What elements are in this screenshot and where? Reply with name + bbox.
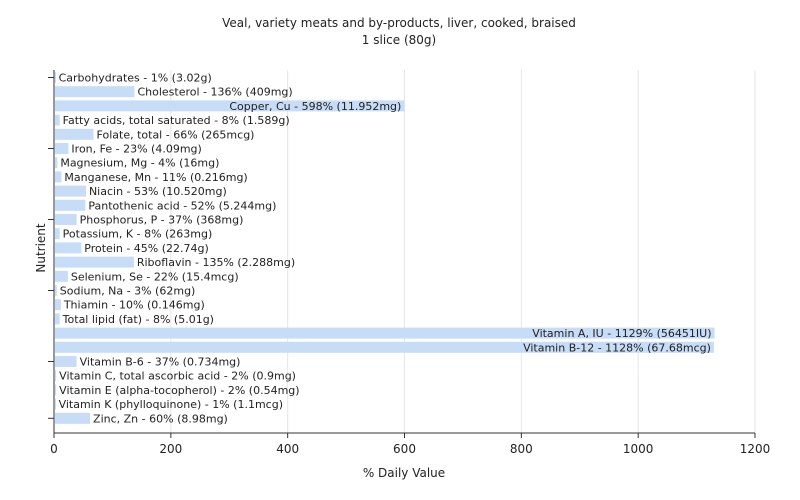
bar bbox=[55, 341, 714, 353]
bar-label: Thiamin - 10% (0.146mg) bbox=[63, 299, 205, 312]
bar bbox=[55, 171, 62, 183]
bar bbox=[55, 199, 86, 211]
bar bbox=[55, 128, 94, 140]
bar-label: Copper, Cu - 598% (11.952mg) bbox=[229, 100, 401, 113]
bar-label: Iron, Fe - 23% (4.09mg) bbox=[71, 143, 201, 156]
chart-subtitle: 1 slice (80g) bbox=[362, 33, 436, 47]
x-tick-label-600: 600 bbox=[393, 442, 416, 456]
bar-labels: Carbohydrates - 1% (3.02g)Cholesterol - … bbox=[59, 72, 712, 426]
bar-label: Cholesterol - 136% (409mg) bbox=[137, 86, 292, 99]
bar bbox=[55, 313, 60, 325]
bar bbox=[55, 299, 61, 311]
bar-label: Protein - 45% (22.74g) bbox=[84, 242, 209, 255]
bar bbox=[55, 256, 134, 268]
x-tick-label-400: 400 bbox=[276, 442, 299, 456]
bar-label: Vitamin A, IU - 1129% (56451IU) bbox=[532, 327, 711, 340]
x-tick-label-800: 800 bbox=[510, 442, 533, 456]
x-tick-label-0: 0 bbox=[50, 442, 58, 456]
x-tick-label-200: 200 bbox=[159, 442, 182, 456]
bar bbox=[55, 72, 56, 83]
bar-label: Phosphorus, P - 37% (368mg) bbox=[80, 214, 244, 227]
bar bbox=[55, 100, 405, 112]
y-axis-ticks bbox=[48, 77, 54, 419]
bar-label: Vitamin B-12 - 1128% (67.68mcg) bbox=[523, 341, 711, 354]
x-axis-label: % Daily Value bbox=[363, 466, 445, 480]
y-axis-label: Nutrient bbox=[34, 223, 48, 273]
bar-label: Vitamin C, total ascorbic acid - 2% (0.9… bbox=[59, 370, 296, 383]
x-tick-label-1200: 1200 bbox=[740, 442, 771, 456]
bar bbox=[55, 370, 57, 382]
bar-label: Magnesium, Mg - 4% (16mg) bbox=[60, 157, 219, 170]
bar bbox=[55, 143, 69, 154]
x-tick-label-1000: 1000 bbox=[623, 442, 654, 456]
bar-label: Vitamin E (alpha-tocopherol) - 2% (0.54m… bbox=[59, 384, 299, 397]
bar-label: Pantothenic acid - 52% (5.244mg) bbox=[88, 199, 276, 212]
bar-label: Vitamin K (phylloquinone) - 1% (1.1mcg) bbox=[59, 398, 283, 411]
bar-label: Folate, total - 66% (265mcg) bbox=[97, 128, 255, 141]
bar bbox=[55, 327, 715, 339]
bar bbox=[55, 157, 58, 169]
bar bbox=[55, 356, 77, 367]
bar bbox=[55, 185, 86, 197]
bar-label: Carbohydrates - 1% (3.02g) bbox=[59, 72, 212, 85]
bar-label: Manganese, Mn - 11% (0.216mg) bbox=[64, 171, 247, 184]
grid-lines bbox=[170, 70, 756, 433]
bar-label: Total lipid (fat) - 8% (5.01g) bbox=[62, 313, 214, 326]
bar-label: Niacin - 53% (10.520mg) bbox=[89, 185, 227, 198]
bar bbox=[55, 285, 57, 296]
bar-label: Zinc, Zn - 60% (8.98mg) bbox=[93, 412, 228, 425]
bar bbox=[55, 114, 60, 126]
bar bbox=[55, 242, 82, 254]
bar bbox=[55, 412, 91, 424]
bar bbox=[55, 398, 56, 410]
bar-label: Fatty acids, total saturated - 8% (1.589… bbox=[63, 114, 290, 127]
bar-label: Potassium, K - 8% (263mg) bbox=[63, 228, 213, 241]
bar-label: Riboflavin - 135% (2.288mg) bbox=[137, 256, 295, 269]
bar bbox=[55, 270, 68, 282]
x-axis-ticks: 0 200 400 600 800 1000 1200 bbox=[50, 433, 770, 456]
bar bbox=[55, 228, 60, 240]
chart-title: Veal, variety meats and by-products, liv… bbox=[222, 16, 576, 30]
bars bbox=[55, 72, 715, 424]
bar-label: Sodium, Na - 3% (62mg) bbox=[60, 285, 196, 298]
bar-label: Selenium, Se - 22% (15.4mcg) bbox=[71, 270, 239, 283]
bar bbox=[55, 214, 77, 225]
bar bbox=[55, 384, 57, 396]
bar-label: Vitamin B-6 - 37% (0.734mg) bbox=[80, 356, 241, 369]
bar bbox=[55, 86, 135, 98]
